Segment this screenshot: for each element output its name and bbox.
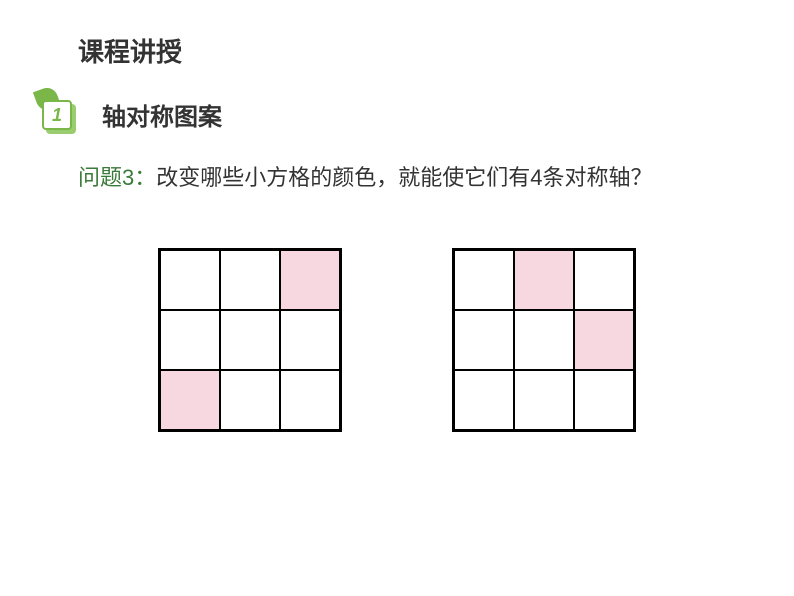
grid-cell: [514, 310, 574, 370]
grid-cell: [160, 310, 220, 370]
grid-cell: [280, 250, 340, 310]
section-number: 1: [42, 100, 72, 130]
grid-cell: [574, 370, 634, 430]
leaf-badge: 1: [30, 92, 82, 136]
question-label: 问题3：: [78, 165, 156, 190]
grid-cell: [160, 370, 220, 430]
grid-cell: [574, 250, 634, 310]
page-title: 课程讲授: [78, 32, 182, 69]
section-marker: 1 轴对称图案: [30, 92, 222, 136]
grid-cell: [220, 310, 280, 370]
grids-container: [0, 248, 794, 432]
grid-right: [452, 248, 636, 432]
grid-cell: [160, 250, 220, 310]
question-body: 改变哪些小方格的颜色，就能使它们有4条对称轴？: [156, 165, 652, 190]
grid-cell: [280, 310, 340, 370]
grid-cell: [574, 310, 634, 370]
section-title: 轴对称图案: [102, 97, 222, 132]
grid-cell: [454, 250, 514, 310]
grid-cell: [280, 370, 340, 430]
grid-cell: [220, 250, 280, 310]
grid-cell: [454, 370, 514, 430]
grid-cell: [220, 370, 280, 430]
grid-left: [158, 248, 342, 432]
question-text: 问题3：改变哪些小方格的颜色，就能使它们有4条对称轴？: [78, 162, 734, 194]
grid-cell: [514, 370, 574, 430]
grid-cell: [454, 310, 514, 370]
grid-cell: [514, 250, 574, 310]
